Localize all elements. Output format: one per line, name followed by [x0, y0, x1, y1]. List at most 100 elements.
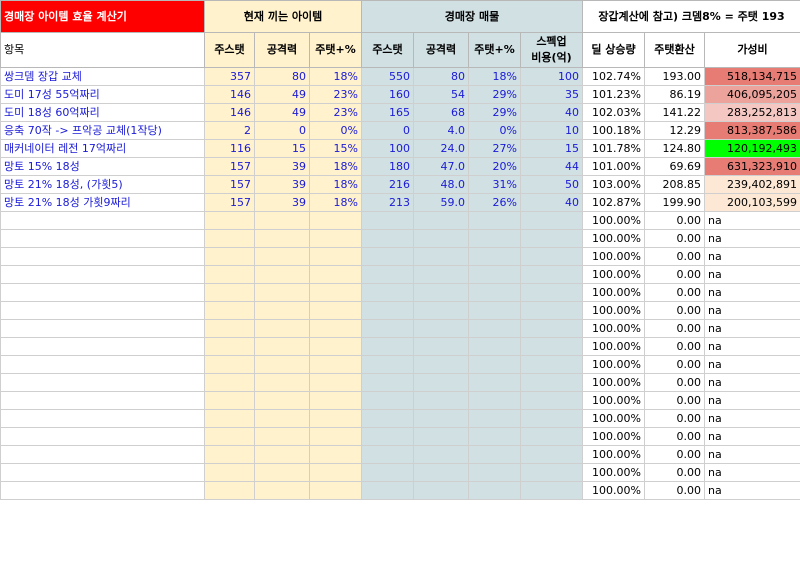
dmg-increase-cell[interactable]: 100.00% [582, 409, 645, 428]
cur-atk-cell[interactable] [254, 481, 310, 500]
cur-atk-cell[interactable] [254, 463, 310, 482]
col-header-mkt-pct[interactable]: 주탯+% [468, 32, 521, 68]
cur-stat-cell[interactable] [204, 463, 255, 482]
mkt-atk-cell[interactable] [413, 229, 469, 248]
dmg-increase-cell[interactable]: 100.00% [582, 337, 645, 356]
stat-conversion-cell[interactable]: 0.00 [644, 211, 705, 230]
cur-stat-cell[interactable] [204, 265, 255, 284]
cur-atk-cell[interactable] [254, 229, 310, 248]
stat-conversion-cell[interactable]: 0.00 [644, 373, 705, 392]
glove-reference-note[interactable]: 장갑계산에 참고) 크뎀8% = 주탯 193 [582, 0, 800, 33]
value-cell[interactable]: na [704, 265, 800, 284]
mkt-pct-cell[interactable] [468, 247, 521, 266]
cur-pct-cell[interactable] [309, 427, 362, 446]
mkt-stat-cell[interactable] [361, 211, 414, 230]
mkt-stat-cell[interactable] [361, 445, 414, 464]
value-cell[interactable]: 813,387,586 [704, 121, 800, 140]
cost-cell[interactable]: 44 [520, 157, 583, 176]
mkt-stat-cell[interactable]: 180 [361, 157, 414, 176]
cur-pct-cell[interactable] [309, 463, 362, 482]
cur-stat-cell[interactable] [204, 481, 255, 500]
cur-atk-cell[interactable]: 39 [254, 175, 310, 194]
value-cell[interactable]: 239,402,891 [704, 175, 800, 194]
value-cell[interactable]: na [704, 445, 800, 464]
cost-cell[interactable] [520, 481, 583, 500]
mkt-pct-cell[interactable] [468, 229, 521, 248]
mkt-atk-cell[interactable]: 24.0 [413, 139, 469, 158]
value-cell[interactable]: na [704, 427, 800, 446]
cur-atk-cell[interactable]: 39 [254, 157, 310, 176]
mkt-stat-cell[interactable] [361, 283, 414, 302]
cost-cell[interactable] [520, 265, 583, 284]
value-cell[interactable]: 120,192,493 [704, 139, 800, 158]
mkt-atk-cell[interactable] [413, 445, 469, 464]
cur-pct-cell[interactable] [309, 211, 362, 230]
col-header-value[interactable]: 가성비 [704, 32, 800, 68]
mkt-pct-cell[interactable] [468, 337, 521, 356]
dmg-increase-cell[interactable]: 100.00% [582, 481, 645, 500]
item-name-cell[interactable] [0, 229, 205, 248]
mkt-pct-cell[interactable]: 18% [468, 67, 521, 86]
stat-conversion-cell[interactable]: 193.00 [644, 67, 705, 86]
item-name-cell[interactable] [0, 391, 205, 410]
mkt-pct-cell[interactable] [468, 427, 521, 446]
cur-atk-cell[interactable]: 0 [254, 121, 310, 140]
value-cell[interactable]: na [704, 211, 800, 230]
cur-pct-cell[interactable]: 18% [309, 193, 362, 212]
cur-atk-cell[interactable] [254, 409, 310, 428]
cur-stat-cell[interactable] [204, 229, 255, 248]
cost-cell[interactable] [520, 247, 583, 266]
cur-stat-cell[interactable]: 146 [204, 85, 255, 104]
mkt-atk-cell[interactable] [413, 373, 469, 392]
stat-conversion-cell[interactable]: 69.69 [644, 157, 705, 176]
item-name-cell[interactable] [0, 355, 205, 374]
mkt-stat-cell[interactable]: 0 [361, 121, 414, 140]
stat-conversion-cell[interactable]: 0.00 [644, 427, 705, 446]
dmg-increase-cell[interactable]: 100.00% [582, 427, 645, 446]
mkt-stat-cell[interactable]: 100 [361, 139, 414, 158]
cur-stat-cell[interactable]: 116 [204, 139, 255, 158]
item-name-cell[interactable]: 쌍크뎀 장갑 교체 [0, 67, 205, 86]
dmg-increase-cell[interactable]: 101.00% [582, 157, 645, 176]
cost-cell[interactable]: 40 [520, 193, 583, 212]
mkt-stat-cell[interactable] [361, 265, 414, 284]
mkt-stat-cell[interactable] [361, 373, 414, 392]
item-name-cell[interactable] [0, 265, 205, 284]
mkt-pct-cell[interactable] [468, 265, 521, 284]
cur-stat-cell[interactable] [204, 319, 255, 338]
cur-pct-cell[interactable] [309, 247, 362, 266]
cur-pct-cell[interactable]: 23% [309, 85, 362, 104]
stat-conversion-cell[interactable]: 0.00 [644, 283, 705, 302]
value-cell[interactable]: na [704, 247, 800, 266]
cur-atk-cell[interactable] [254, 391, 310, 410]
cur-stat-cell[interactable]: 2 [204, 121, 255, 140]
cur-pct-cell[interactable]: 0% [309, 121, 362, 140]
item-name-cell[interactable] [0, 409, 205, 428]
mkt-atk-cell[interactable]: 47.0 [413, 157, 469, 176]
current-item-group-header[interactable]: 현재 끼는 아이템 [204, 0, 362, 33]
mkt-pct-cell[interactable]: 0% [468, 121, 521, 140]
item-name-cell[interactable] [0, 373, 205, 392]
item-name-cell[interactable] [0, 247, 205, 266]
cur-pct-cell[interactable] [309, 319, 362, 338]
mkt-pct-cell[interactable]: 29% [468, 103, 521, 122]
mkt-stat-cell[interactable]: 165 [361, 103, 414, 122]
stat-conversion-cell[interactable]: 12.29 [644, 121, 705, 140]
item-name-cell[interactable] [0, 337, 205, 356]
mkt-stat-cell[interactable] [361, 247, 414, 266]
mkt-atk-cell[interactable] [413, 463, 469, 482]
mkt-atk-cell[interactable]: 68 [413, 103, 469, 122]
mkt-pct-cell[interactable] [468, 283, 521, 302]
value-cell[interactable]: na [704, 463, 800, 482]
dmg-increase-cell[interactable]: 100.00% [582, 463, 645, 482]
mkt-pct-cell[interactable] [468, 445, 521, 464]
dmg-increase-cell[interactable]: 100.00% [582, 283, 645, 302]
cur-pct-cell[interactable]: 18% [309, 175, 362, 194]
mkt-pct-cell[interactable] [468, 373, 521, 392]
cost-cell[interactable]: 10 [520, 121, 583, 140]
cur-atk-cell[interactable] [254, 211, 310, 230]
col-header-cost[interactable]: 스펙업 비용(억) [520, 32, 583, 68]
mkt-atk-cell[interactable] [413, 355, 469, 374]
cur-stat-cell[interactable]: 357 [204, 67, 255, 86]
item-name-cell[interactable] [0, 463, 205, 482]
